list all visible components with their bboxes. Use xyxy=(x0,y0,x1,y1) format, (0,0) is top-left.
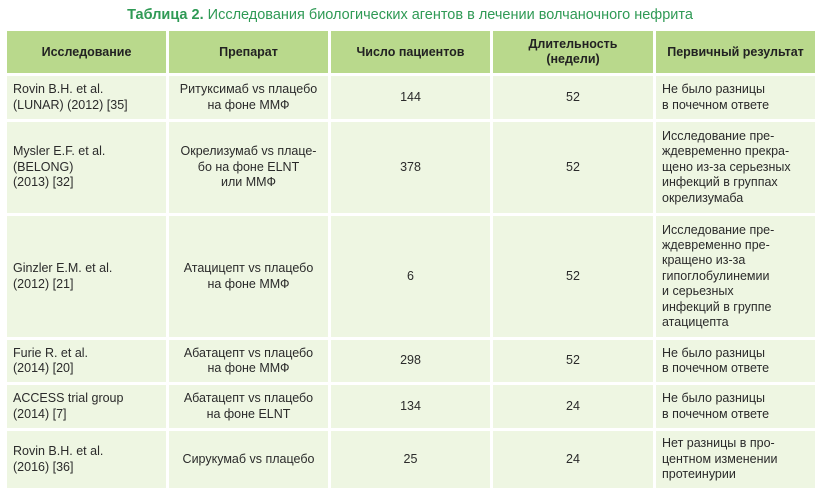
studies-table: Исследование Препарат Число пациентов Дл… xyxy=(7,31,815,488)
cell-result: Не было разницы в почечном ответе xyxy=(656,73,815,119)
cell-drug: Ритуксимаб vs плацебо на фоне ММФ xyxy=(169,73,331,119)
cell-result: Не было разницы в почечном ответе xyxy=(656,337,815,382)
cell-study: Rovin B.H. et al. (2016) [36] xyxy=(7,428,169,488)
cell-patients: 144 xyxy=(331,73,493,119)
cell-patients: 134 xyxy=(331,382,493,428)
cell-duration: 52 xyxy=(493,337,656,382)
cell-study: ACCESS trial group (2014) [7] xyxy=(7,382,169,428)
cell-drug: Абатацепт vs плацебо на фоне ММФ xyxy=(169,337,331,382)
table-row: Rovin B.H. et al. (LUNAR) (2012) [35] Ри… xyxy=(7,73,815,119)
cell-duration: 52 xyxy=(493,119,656,213)
header-result: Первичный результат xyxy=(656,31,815,73)
cell-study: Mysler E.F. et al. (BELONG) (2013) [32] xyxy=(7,119,169,213)
cell-duration: 52 xyxy=(493,213,656,337)
cell-result: Исследование пре- ждевременно прекра- ще… xyxy=(656,119,815,213)
table-header-row: Исследование Препарат Число пациентов Дл… xyxy=(7,31,815,73)
table-row: Rovin B.H. et al. (2016) [36] Сирукумаб … xyxy=(7,428,815,488)
cell-study: Furie R. et al. (2014) [20] xyxy=(7,337,169,382)
caption-label: Таблица 2. xyxy=(127,7,204,23)
cell-study: Ginzler E.M. et al. (2012) [21] xyxy=(7,213,169,337)
cell-patients: 6 xyxy=(331,213,493,337)
cell-drug: Абатацепт vs плацебо на фоне ELNT xyxy=(169,382,331,428)
cell-drug: Окрелизумаб vs плаце- бо на фоне ELNT ил… xyxy=(169,119,331,213)
cell-patients: 378 xyxy=(331,119,493,213)
cell-study: Rovin B.H. et al. (LUNAR) (2012) [35] xyxy=(7,73,169,119)
cell-drug: Атацицепт vs плацебо на фоне ММФ xyxy=(169,213,331,337)
cell-patients: 25 xyxy=(331,428,493,488)
table-row: Ginzler E.M. et al. (2012) [21] Атацицеп… xyxy=(7,213,815,337)
table-row: ACCESS trial group (2014) [7] Абатацепт … xyxy=(7,382,815,428)
cell-result: Не было разницы в почечном ответе xyxy=(656,382,815,428)
table-row: Mysler E.F. et al. (BELONG) (2013) [32] … xyxy=(7,119,815,213)
cell-duration: 24 xyxy=(493,382,656,428)
header-drug: Препарат xyxy=(169,31,331,73)
cell-duration: 52 xyxy=(493,73,656,119)
table-row: Furie R. et al. (2014) [20] Абатацепт vs… xyxy=(7,337,815,382)
header-patients: Число пациентов xyxy=(331,31,493,73)
cell-duration: 24 xyxy=(493,428,656,488)
header-study: Исследование xyxy=(7,31,169,73)
table-caption: Таблица 2. Исследования биологических аг… xyxy=(0,6,820,24)
cell-result: Нет разницы в про- центном изменении про… xyxy=(656,428,815,488)
caption-text: Исследования биологических агентов в леч… xyxy=(207,7,693,23)
cell-result: Исследование пре- ждевременно пре- краще… xyxy=(656,213,815,337)
cell-patients: 298 xyxy=(331,337,493,382)
cell-drug: Сирукумаб vs плацебо xyxy=(169,428,331,488)
header-duration: Длительность (недели) xyxy=(493,31,656,73)
